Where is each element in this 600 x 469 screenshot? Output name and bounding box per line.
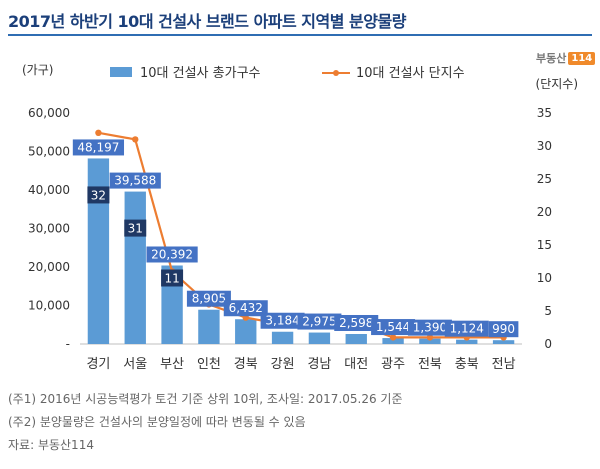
line-point [132,136,139,143]
line-value-label-box [87,186,110,204]
y2-tick-label: 5 [544,304,552,318]
bar [492,340,515,344]
note-1: (주1) 2016년 시공능력평가 토건 기준 상위 10위, 조사일: 201… [8,392,403,406]
bar-value-label-box [109,172,161,189]
bar-value-label-box [488,321,519,338]
brand-logo: 부동산 114 [536,50,596,66]
series-line [98,131,504,339]
x-tick-label: 충북 [455,357,479,372]
y-tick-label: 40,000 [28,183,70,197]
bar [345,333,367,344]
bar-value-label-box [186,290,231,307]
line-point [95,129,102,136]
bar-value-label-box [223,300,268,317]
x-tick-label: 대전 [344,357,368,372]
x-tick-label: 경남 [307,357,331,372]
note-2: (주2) 분양물량은 건설사의 분양일정에 따라 변동될 수 있음 [8,415,306,429]
note-source: 자료: 부동산114 [8,438,94,452]
bar-value-label-box [260,312,305,329]
bar [419,338,441,344]
bar [198,309,220,344]
combo-chart: (가구) (단지수) 10대 건설사 총가구수 10대 건설사 단지수 - 10,000 2… [22,63,578,372]
x-tick-label: 전북 [418,357,442,372]
y2-tick-label: 30 [537,139,552,153]
y-tick-label: 50,000 [28,145,70,159]
bar-value-label: 2,598 [339,316,373,330]
x-tick-label: 광주 [381,357,405,372]
y2-tick-label: 15 [537,238,552,252]
x-tick-label: 강원 [271,357,295,372]
y-tick-label: 30,000 [28,222,70,236]
bar-value-label: 20,392 [151,247,193,261]
y-tick-label: 60,000 [28,106,70,120]
line-point [426,334,434,341]
legend-bar-swatch [110,67,132,77]
y2-tick-label: 35 [537,106,552,120]
bar-value-label-box [297,313,342,330]
x-tick-label: 서울 [123,357,147,372]
x-tick-label: 인천 [197,357,221,372]
title-rule [8,34,592,36]
bar-value-label: 1,544 [376,320,410,334]
bar-value-label: 990 [492,322,515,336]
y-tick-label: 20,000 [28,260,70,274]
line-point [389,334,397,341]
bar-value-label-box [146,246,198,263]
bar-value-label: 2,975 [302,315,336,329]
line-value-label: 11 [164,271,179,285]
y2-tick-label: 20 [537,205,552,219]
bar [456,339,478,344]
bar-value-label: 8,905 [192,292,226,306]
x-tick-label: 경기 [86,357,110,372]
bar-value-label: 1,124 [450,322,484,336]
bar [271,331,294,344]
y2-axis-title: (단지수) [536,77,578,91]
bar-value-label: 6,432 [229,301,263,315]
x-tick-label: 부산 [160,357,184,372]
y-tick-label: - [66,337,70,351]
bar [382,338,404,344]
y2-tick-label: 0 [544,337,552,351]
brand-logo-badge: 114 [568,51,596,65]
legend-bar-label: 10대 건설사 총가구수 [140,66,261,81]
line-value-label: 32 [91,188,106,202]
bar [235,319,257,344]
y-axis-title: (가구) [22,63,53,77]
line-value-label: 31 [128,222,143,236]
bar-value-label-box [407,319,452,336]
y2-tick-label: 10 [537,271,552,285]
bar-value-label-box [371,319,416,336]
x-tick-label: 경북 [234,357,258,372]
bar-value-label: 3,184 [265,314,299,328]
x-tick-label: 전남 [492,357,516,372]
y2-tick-label: 25 [537,172,552,186]
bar-value-label-box [334,314,379,331]
bar-value-label: 48,197 [77,140,119,154]
chart-title: 2017년 하반기 10대 건설사 브랜드 아파트 지역별 분양물량 [8,12,406,31]
bar-value-label-box [444,320,489,337]
bar-value-label: 39,588 [114,174,156,188]
legend-line-marker [333,70,339,76]
brand-logo-text: 부동산 [536,52,567,65]
y-tick-label: 10,000 [28,299,70,313]
line-value-label-box [161,269,184,287]
bar-value-label-box [72,139,125,156]
legend-line-label: 10대 건설사 단지수 [356,66,465,81]
bar [87,158,110,344]
bar [124,191,146,344]
line-value-label-box [124,219,147,237]
bar-value-label: 1,390 [413,321,447,335]
bar [308,332,331,344]
